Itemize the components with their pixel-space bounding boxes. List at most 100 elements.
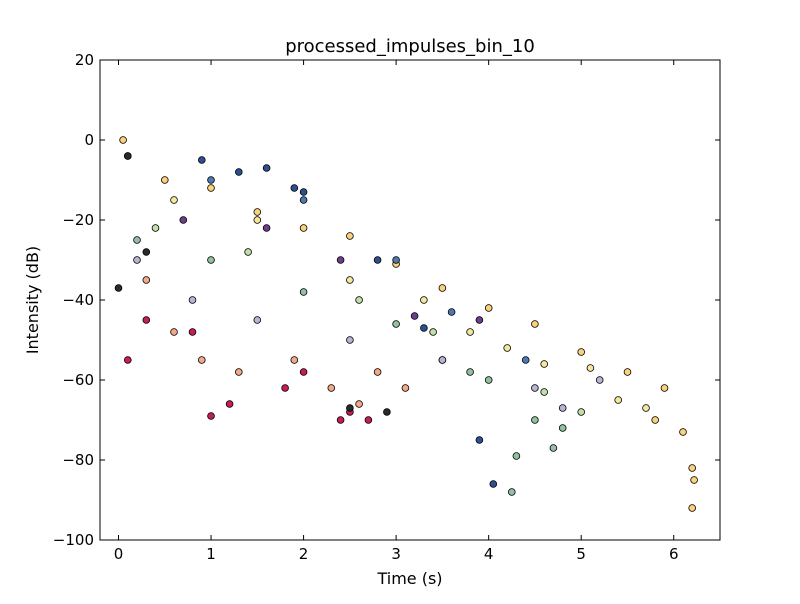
x-axis-ticks: 0 1 2 3 4 5 6 <box>114 60 679 563</box>
data-point <box>438 284 447 292</box>
data-point <box>373 368 382 376</box>
x-tick-label: 6 <box>669 545 679 563</box>
data-point <box>507 488 516 496</box>
data-point <box>188 296 197 304</box>
x-tick-label: 1 <box>206 545 216 563</box>
data-point <box>170 328 178 336</box>
data-point <box>489 480 498 488</box>
data-point <box>475 436 484 444</box>
data-point <box>198 156 206 164</box>
data-point <box>475 316 484 324</box>
data-point <box>225 400 234 408</box>
data-point <box>392 256 400 264</box>
data-point <box>253 316 262 324</box>
data-point <box>466 328 474 336</box>
data-point <box>161 176 169 184</box>
data-point <box>207 412 215 420</box>
data-point <box>438 356 447 364</box>
data-point <box>531 320 539 328</box>
data-point <box>540 388 548 396</box>
data-point <box>114 284 123 292</box>
data-point <box>531 384 539 392</box>
data-point <box>531 416 539 424</box>
data-point <box>577 408 585 416</box>
data-point <box>262 164 271 172</box>
data-point <box>484 304 493 312</box>
data-point <box>466 368 474 376</box>
data-point <box>299 288 308 296</box>
data-point <box>373 256 382 264</box>
data-point <box>346 404 354 412</box>
data-point <box>124 152 132 160</box>
data-point <box>447 308 456 316</box>
data-point <box>383 408 391 416</box>
data-point <box>503 344 512 352</box>
chart-title: processed_impulses_bin_10 <box>285 36 535 57</box>
data-point <box>401 384 410 392</box>
data-point <box>198 356 206 364</box>
y-axis-label: Intensity (dB) <box>23 246 42 354</box>
data-point <box>484 376 493 384</box>
data-point <box>170 196 178 204</box>
data-point <box>595 376 604 384</box>
y-tick-label: 20 <box>75 51 94 69</box>
x-tick-label: 3 <box>391 545 401 563</box>
data-point <box>346 336 354 344</box>
x-tick-label: 4 <box>484 545 494 563</box>
data-point <box>299 188 308 196</box>
data-point <box>558 424 567 432</box>
x-axis-label: Time (s) <box>376 569 442 588</box>
data-point <box>142 276 151 284</box>
data-point <box>651 416 659 424</box>
data-point <box>188 328 197 336</box>
y-tick-label: −60 <box>62 371 94 389</box>
data-point <box>327 384 336 392</box>
data-point <box>207 176 215 184</box>
data-point <box>549 444 558 452</box>
data-point <box>179 216 188 224</box>
data-point <box>642 404 650 412</box>
data-point <box>688 504 696 512</box>
data-point <box>119 136 127 144</box>
data-point <box>151 224 160 232</box>
data-point <box>512 452 521 460</box>
data-point <box>420 296 428 304</box>
data-point <box>429 328 437 336</box>
data-point <box>262 224 271 232</box>
data-point <box>558 404 567 412</box>
data-point <box>253 216 262 224</box>
x-tick-label: 5 <box>576 545 586 563</box>
data-point <box>235 168 243 176</box>
data-point <box>521 356 530 364</box>
data-point <box>679 428 687 436</box>
data-point <box>586 364 595 372</box>
data-point <box>614 396 622 404</box>
data-point <box>336 256 345 264</box>
y-axis-ticks: −100 −80 −60 −40 −20 0 20 <box>53 51 720 549</box>
data-point <box>540 360 548 368</box>
data-point <box>420 324 428 332</box>
data-point <box>142 316 151 324</box>
data-point <box>336 416 345 424</box>
data-point <box>299 224 308 232</box>
data-point <box>690 476 698 484</box>
x-tick-label: 2 <box>299 545 309 563</box>
y-tick-label: −20 <box>62 211 94 229</box>
y-tick-label: −100 <box>53 531 94 549</box>
data-point <box>577 348 585 356</box>
data-point <box>299 368 308 376</box>
data-point <box>364 416 373 424</box>
data-points <box>114 136 698 512</box>
data-point <box>253 208 262 216</box>
data-point <box>346 232 354 240</box>
data-point <box>142 248 151 256</box>
data-point <box>355 296 363 304</box>
data-point <box>244 248 252 256</box>
data-point <box>346 276 354 284</box>
data-point <box>392 320 400 328</box>
data-point <box>281 384 289 392</box>
y-tick-label: −40 <box>62 291 94 309</box>
